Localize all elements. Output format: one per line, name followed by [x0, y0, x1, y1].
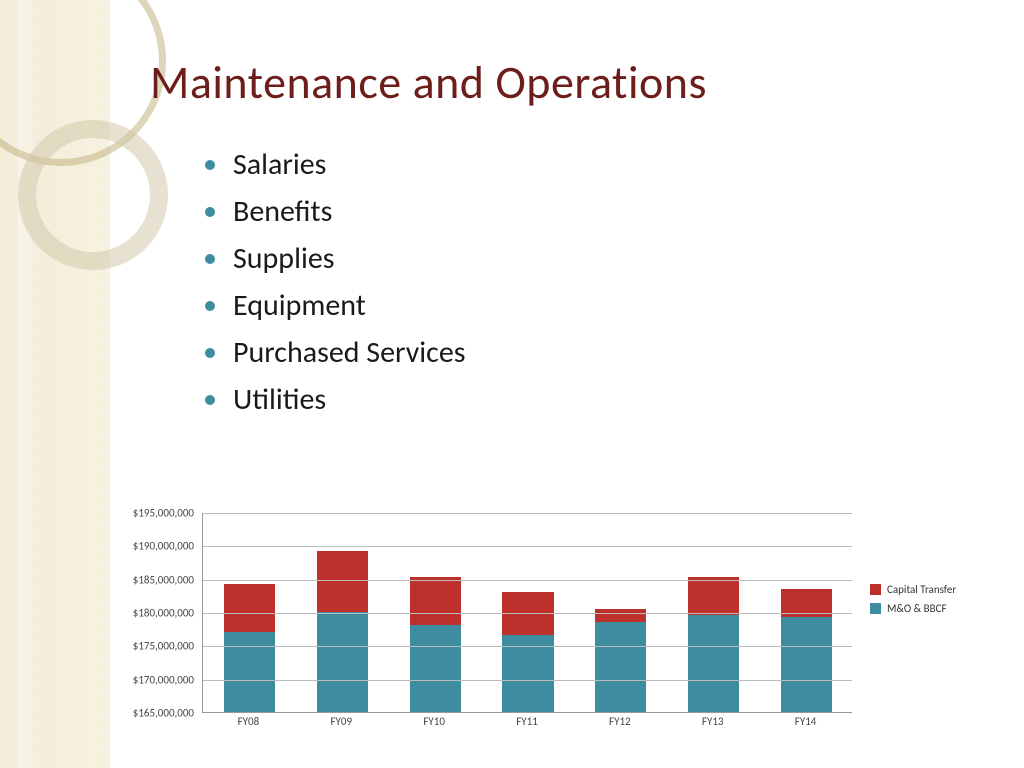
gridline	[203, 613, 852, 614]
bullet-text: Equipment	[233, 287, 366, 324]
x-tick-label: FY10	[423, 715, 445, 728]
y-tick-label: $165,000,000	[133, 707, 194, 720]
bar-segment	[410, 577, 461, 625]
list-item: Purchased Services	[205, 334, 984, 371]
legend-label: Capital Transfer	[887, 583, 956, 596]
slide: Maintenance and Operations Salaries Bene…	[0, 0, 1024, 768]
y-tick-label: $185,000,000	[133, 573, 194, 586]
gridline	[203, 546, 852, 547]
content-area: Maintenance and Operations Salaries Bene…	[150, 55, 984, 428]
bar-segment	[595, 622, 646, 712]
bar-column	[502, 512, 553, 712]
chart-legend: Capital Transfer M&O & BBCF	[870, 583, 990, 621]
list-item: Supplies	[205, 240, 984, 277]
x-tick-label: FY14	[795, 715, 817, 728]
bullet-dot-icon	[205, 348, 215, 358]
page-title: Maintenance and Operations	[150, 55, 984, 111]
x-tick-label: FY13	[702, 715, 724, 728]
bar-column	[317, 512, 368, 712]
bullet-text: Utilities	[233, 381, 326, 418]
plot-area	[202, 513, 852, 713]
y-axis: $165,000,000$170,000,000$175,000,000$180…	[110, 513, 200, 713]
bullet-dot-icon	[205, 254, 215, 264]
list-item: Salaries	[205, 146, 984, 183]
bar-segment	[317, 612, 368, 712]
bullet-text: Supplies	[233, 240, 335, 277]
bar-column	[595, 512, 646, 712]
bar-segment	[688, 615, 739, 712]
bar-segment	[781, 617, 832, 712]
bullet-text: Salaries	[233, 146, 326, 183]
bullet-list: Salaries Benefits Supplies Equipment Pur…	[205, 146, 984, 418]
gridline	[203, 646, 852, 647]
y-tick-label: $180,000,000	[133, 607, 194, 620]
legend-swatch-icon	[870, 584, 881, 595]
gridline	[203, 513, 852, 514]
gridline	[203, 680, 852, 681]
y-tick-label: $175,000,000	[133, 640, 194, 653]
x-tick-label: FY08	[238, 715, 260, 728]
y-tick-label: $170,000,000	[133, 673, 194, 686]
bullet-text: Purchased Services	[233, 334, 466, 371]
bar-segment	[224, 584, 275, 632]
y-tick-label: $190,000,000	[133, 540, 194, 553]
legend-label: M&O & BBCF	[887, 602, 947, 615]
budget-chart: $165,000,000 $170,000,000 $175,000,000 $180…	[110, 513, 990, 743]
x-tick-label: FY09	[330, 715, 352, 728]
bar-column	[224, 512, 275, 712]
gridline	[203, 580, 852, 581]
legend-swatch-icon	[870, 603, 881, 614]
list-item: Benefits	[205, 193, 984, 230]
list-item: Utilities	[205, 381, 984, 418]
bullet-dot-icon	[205, 160, 215, 170]
bar-segment	[595, 609, 646, 622]
decorative-ring-icon	[18, 120, 168, 270]
bar-segment	[410, 625, 461, 712]
bar-segment	[688, 577, 739, 615]
bar-segment	[317, 551, 368, 612]
list-item: Equipment	[205, 287, 984, 324]
y-tick-label: $195,000,000	[133, 507, 194, 520]
bullet-dot-icon	[205, 395, 215, 405]
bullet-dot-icon	[205, 301, 215, 311]
bar-column	[410, 512, 461, 712]
x-tick-label: FY11	[516, 715, 538, 728]
legend-item: Capital Transfer	[870, 583, 990, 596]
x-tick-label: FY12	[609, 715, 631, 728]
x-axis-labels: FY08 FY09 FY10 FY11 FY12 FY13 FY14	[202, 715, 852, 735]
bar-column	[688, 512, 739, 712]
bullet-text: Benefits	[233, 193, 332, 230]
bar-segment	[224, 632, 275, 712]
bar-column	[781, 512, 832, 712]
bullet-dot-icon	[205, 207, 215, 217]
legend-item: M&O & BBCF	[870, 602, 990, 615]
